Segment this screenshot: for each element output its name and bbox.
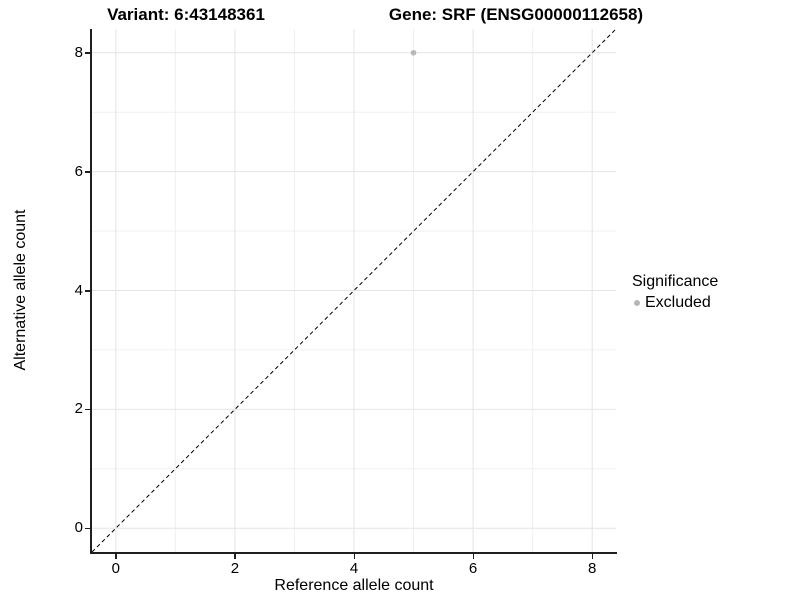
x-tick-mark [234,554,236,559]
x-tick-mark [591,554,594,559]
y-tick-label: 8 [74,43,83,61]
y-tick-mark [85,290,90,292]
y-tick-label: 6 [74,162,83,180]
legend-entry-excluded: Excluded [634,294,718,312]
x-tick-label: 2 [230,560,240,577]
plot-panel [92,29,616,552]
y-tick-label: 2 [74,400,83,418]
y-tick-label: 4 [74,281,83,299]
x-tick-label: 8 [588,560,597,577]
y-tick-mark [85,408,90,411]
y-tick-mark [85,171,90,173]
x-tick-mark [353,554,355,559]
y-axis-title: Alternative allele count [12,209,29,371]
y-tick-label: 0 [74,519,83,537]
x-tick-mark [115,554,117,559]
y-tick-mark [85,52,90,54]
legend-entry-label: Excluded [645,294,711,311]
y-tick-mark [85,527,90,530]
y-axis-line [90,29,92,554]
gene-title: Gene: SRF (ENSG00000112658) [388,5,644,24]
legend-marker-dot-icon [634,300,640,306]
variant-title: Variant: 6:43148361 [107,5,265,24]
x-axis-title: Reference allele count [274,577,434,594]
plot-area-svg [92,29,616,552]
legend: Significance Excluded [632,273,718,312]
x-tick-label: 0 [111,560,120,577]
x-tick-label: 4 [349,560,359,577]
x-tick-label: 6 [468,560,478,577]
x-axis-line [90,552,617,554]
x-tick-mark [472,554,475,559]
identity-reference-line [92,29,616,552]
legend-title: Significance [632,273,719,290]
data-point [410,49,417,56]
